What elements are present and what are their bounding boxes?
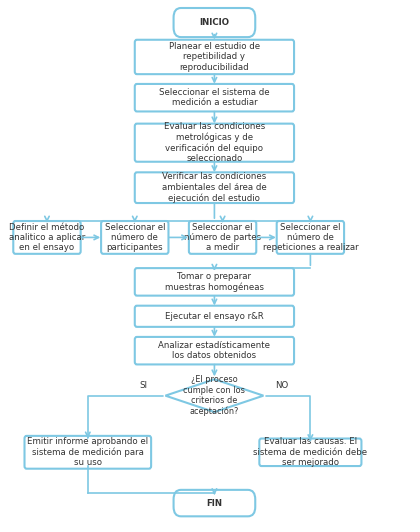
Text: Tomar o preparar
muestras homogéneas: Tomar o preparar muestras homogéneas xyxy=(165,272,264,292)
Text: Seleccionar el
número de
repeticiones a realizar: Seleccionar el número de repeticiones a … xyxy=(262,222,358,252)
Text: Seleccionar el sistema de
medición a estudiar: Seleccionar el sistema de medición a est… xyxy=(159,88,270,107)
Polygon shape xyxy=(165,379,263,412)
FancyBboxPatch shape xyxy=(189,221,256,254)
FancyBboxPatch shape xyxy=(173,8,255,37)
FancyBboxPatch shape xyxy=(135,123,294,162)
FancyBboxPatch shape xyxy=(24,436,151,469)
Text: Evaluar las causas. El
sistema de medición debe
ser mejorado: Evaluar las causas. El sistema de medici… xyxy=(253,437,368,467)
FancyBboxPatch shape xyxy=(135,337,294,364)
FancyBboxPatch shape xyxy=(259,438,362,466)
Text: FIN: FIN xyxy=(206,498,223,508)
Text: Seleccionar el
número de partes
a medir: Seleccionar el número de partes a medir xyxy=(184,222,261,252)
Text: NO: NO xyxy=(275,381,289,390)
Text: Definir el método
analitico a aplicar
en el ensayo: Definir el método analitico a aplicar en… xyxy=(9,222,85,252)
Text: SI: SI xyxy=(139,381,147,390)
FancyBboxPatch shape xyxy=(277,221,344,254)
FancyBboxPatch shape xyxy=(101,221,168,254)
Text: Verificar las condiciones
ambientales del área de
ejecución del estudio: Verificar las condiciones ambientales de… xyxy=(162,172,267,203)
FancyBboxPatch shape xyxy=(135,268,294,296)
FancyBboxPatch shape xyxy=(135,84,294,112)
Text: Evaluar las condiciones
metrológicas y de
verificación del equipo
seleccionado: Evaluar las condiciones metrológicas y d… xyxy=(164,122,265,163)
Text: Analizar estadísticamente
los datos obtenidos: Analizar estadísticamente los datos obte… xyxy=(158,341,270,360)
Text: INICIO: INICIO xyxy=(200,18,229,27)
FancyBboxPatch shape xyxy=(135,172,294,203)
Text: ¿El proceso
cumple con los
criterios de
aceptación?: ¿El proceso cumple con los criterios de … xyxy=(184,375,245,416)
FancyBboxPatch shape xyxy=(13,221,81,254)
FancyBboxPatch shape xyxy=(135,306,294,327)
Text: Planear el estudio de
repetibilidad y
reproducibilidad: Planear el estudio de repetibilidad y re… xyxy=(169,42,260,72)
FancyBboxPatch shape xyxy=(173,490,255,517)
FancyBboxPatch shape xyxy=(135,40,294,74)
Text: Seleccionar el
número de
participantes: Seleccionar el número de participantes xyxy=(105,222,165,252)
Text: Ejecutar el ensayo r&R: Ejecutar el ensayo r&R xyxy=(165,312,264,321)
Text: Emitir informe aprobando el
sistema de medición para
su uso: Emitir informe aprobando el sistema de m… xyxy=(27,437,148,468)
